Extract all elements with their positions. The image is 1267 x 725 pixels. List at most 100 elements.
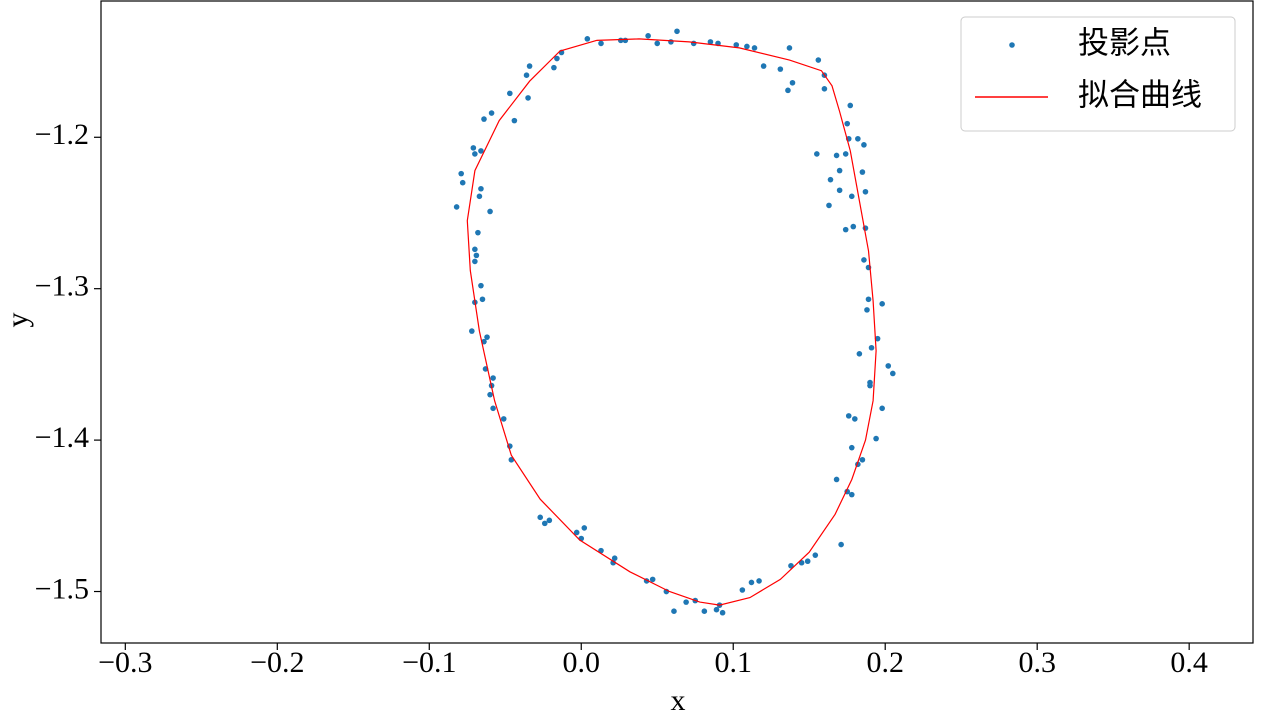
data-point	[785, 87, 791, 94]
data-point	[739, 587, 746, 593]
data-point	[836, 187, 843, 194]
data-point	[751, 45, 758, 51]
data-point	[541, 520, 548, 527]
data-point	[833, 476, 840, 483]
legend-marker	[1009, 42, 1015, 48]
x-tick-label: 0.2	[866, 646, 904, 679]
data-point	[874, 335, 881, 342]
data-point	[507, 90, 513, 97]
data-point	[842, 226, 849, 233]
data-point	[469, 328, 475, 334]
data-point	[473, 252, 480, 259]
data-point	[760, 63, 767, 69]
data-point	[861, 257, 867, 263]
data-point	[826, 202, 832, 209]
data-point	[472, 258, 478, 265]
y-tick-label: −1.5	[35, 572, 89, 605]
y-tick-label: −1.3	[35, 270, 89, 303]
data-point	[867, 382, 873, 389]
data-point	[525, 95, 531, 101]
data-point	[654, 40, 661, 47]
data-point	[844, 120, 851, 127]
data-point	[719, 609, 726, 616]
plot-frame	[100, 0, 1254, 644]
data-point	[484, 334, 490, 340]
data-point	[584, 36, 591, 42]
data-point	[786, 45, 793, 51]
data-point	[551, 64, 557, 71]
data-point	[479, 296, 486, 303]
data-point	[490, 375, 496, 381]
data-point	[859, 169, 866, 175]
data-point	[478, 282, 484, 289]
data-point	[838, 541, 844, 548]
data-point	[856, 350, 863, 357]
data-point	[852, 416, 858, 422]
data-point	[458, 170, 464, 177]
legend-box	[960, 16, 1236, 132]
y-axis-label: y	[1, 313, 34, 328]
x-tick-label: −0.2	[250, 646, 304, 679]
data-point	[850, 223, 857, 230]
data-point	[581, 525, 588, 531]
y-tick-label: −1.2	[35, 118, 89, 151]
data-point	[690, 40, 697, 47]
data-point	[683, 599, 689, 605]
data-point	[472, 151, 478, 157]
data-point	[890, 370, 896, 377]
data-point	[487, 208, 493, 215]
data-point	[789, 79, 796, 86]
data-point	[472, 246, 478, 253]
data-point	[847, 102, 854, 109]
data-point	[814, 151, 820, 157]
data-point	[487, 391, 493, 398]
data-point	[865, 296, 872, 303]
data-point	[701, 608, 708, 615]
data-point	[478, 148, 484, 154]
data-point	[748, 579, 755, 586]
data-point	[815, 57, 822, 63]
x-tick-label: −0.3	[98, 646, 152, 679]
legend-label: 投影点	[1078, 26, 1171, 62]
data-point	[645, 33, 651, 39]
data-point	[848, 444, 855, 451]
data-point	[848, 491, 855, 498]
data-point	[671, 608, 677, 615]
data-point	[526, 63, 533, 69]
data-point	[523, 72, 530, 78]
data-point	[453, 204, 460, 210]
data-point	[879, 301, 885, 307]
data-point	[812, 552, 819, 558]
data-point	[622, 37, 629, 44]
x-tick-label: 0.1	[714, 646, 752, 679]
data-point	[649, 576, 656, 583]
data-point	[848, 193, 855, 200]
data-point	[573, 529, 580, 536]
data-point	[845, 413, 852, 419]
data-point	[554, 55, 560, 62]
data-point	[744, 43, 750, 50]
data-point	[546, 517, 553, 524]
data-point	[777, 66, 784, 72]
data-point	[827, 176, 834, 183]
data-point	[788, 562, 794, 569]
data-point	[470, 145, 477, 151]
fit-curve	[466, 38, 877, 606]
data-point	[733, 42, 740, 48]
x-tick-label: 0.3	[1018, 646, 1056, 679]
data-point	[475, 229, 481, 236]
data-point	[488, 110, 495, 116]
x-tick-label: 0.0	[563, 646, 601, 679]
data-point	[611, 555, 618, 562]
data-point	[868, 344, 875, 351]
data-point	[500, 416, 507, 422]
data-point	[490, 405, 496, 412]
data-point	[537, 514, 544, 521]
y-tick-label: −1.4	[35, 421, 89, 454]
data-point	[511, 117, 518, 124]
legend-label: 拟合曲线	[1078, 78, 1202, 114]
data-point	[756, 578, 762, 584]
x-tick-label: 0.4	[1170, 646, 1208, 679]
